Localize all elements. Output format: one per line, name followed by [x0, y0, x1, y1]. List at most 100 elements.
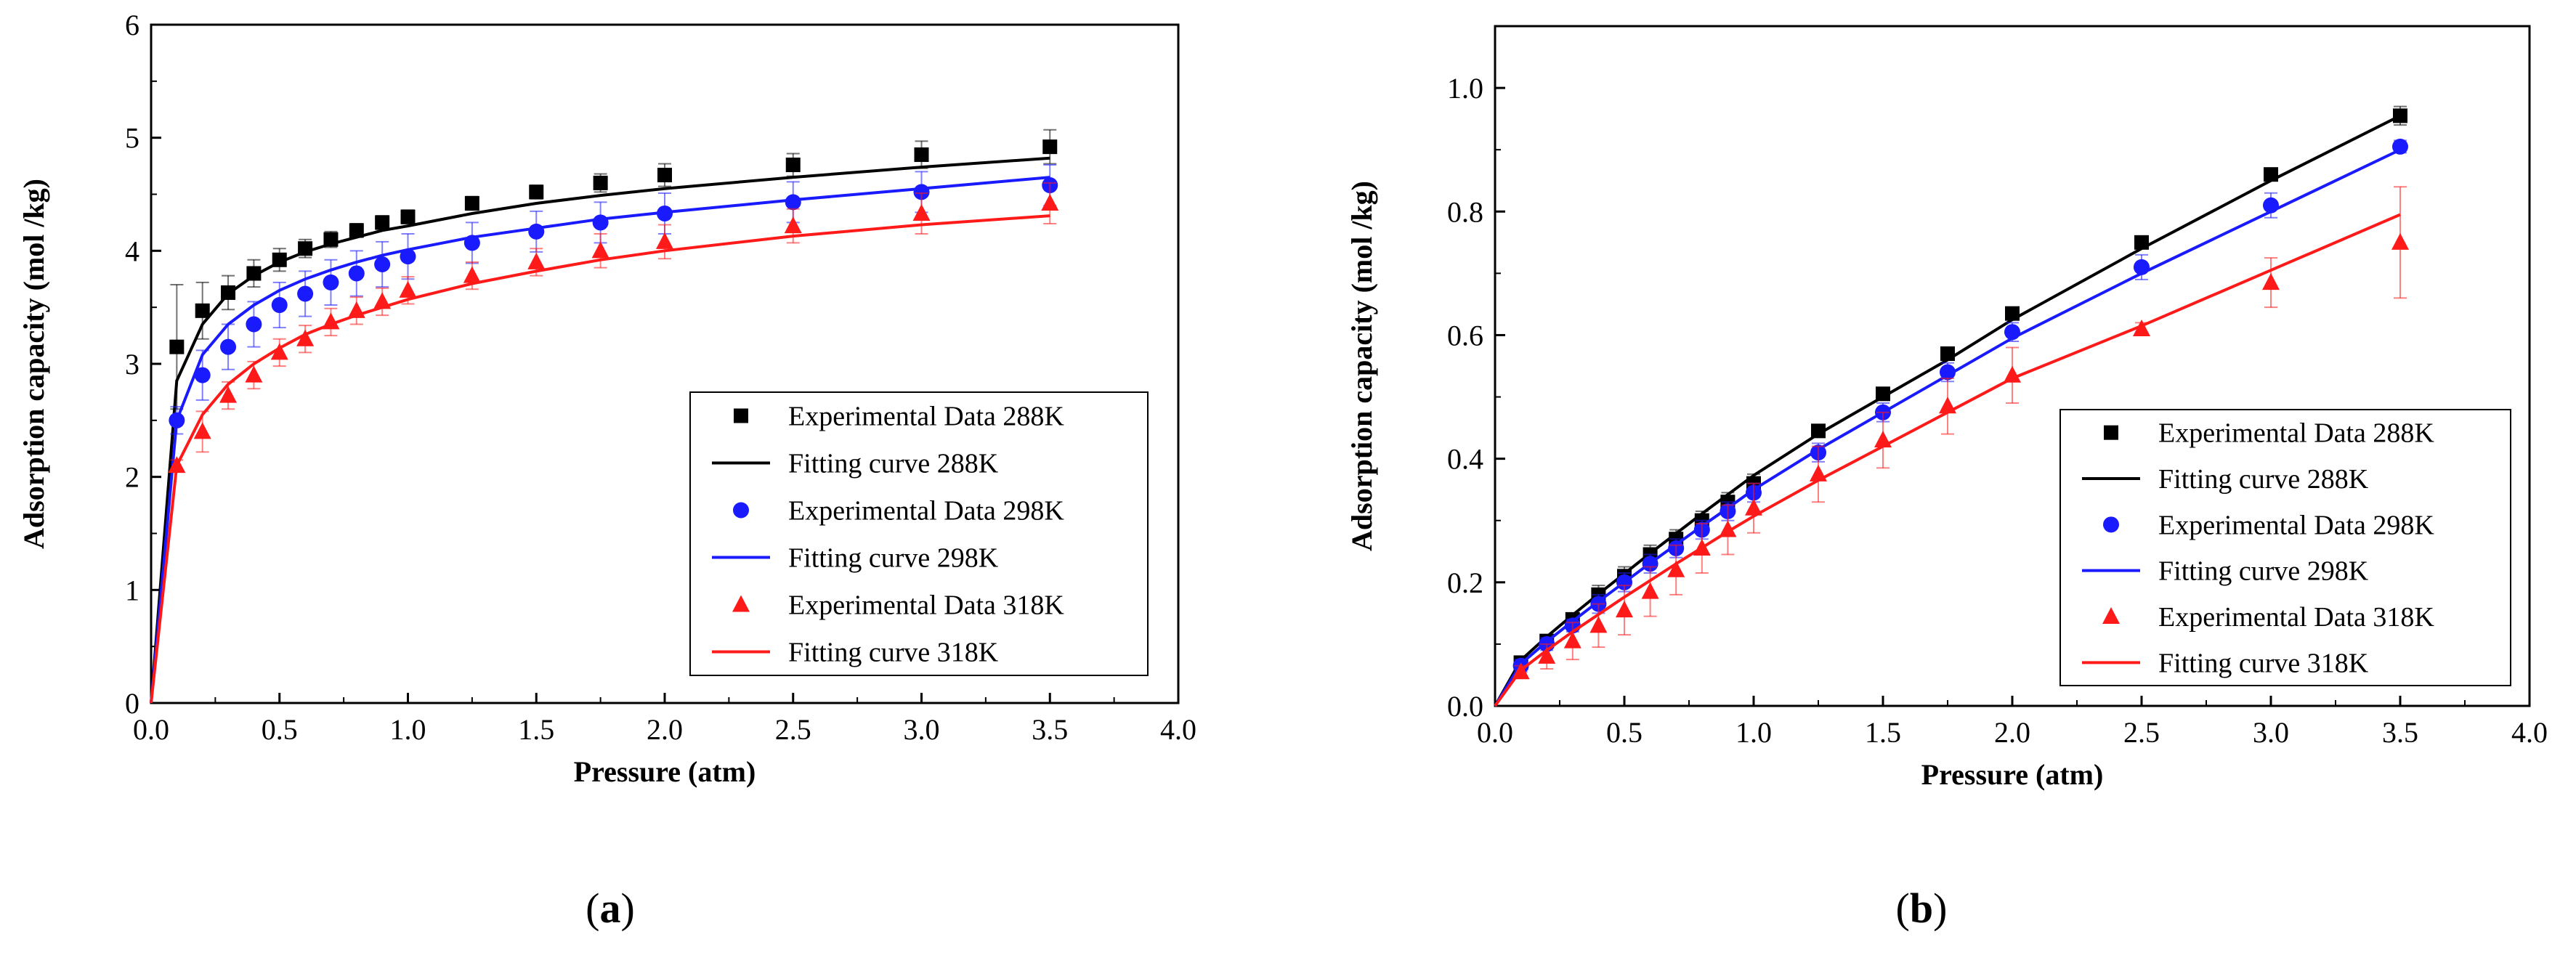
- data-point: [245, 365, 263, 383]
- data-point: [323, 274, 339, 290]
- x-tick-label: 0.0: [133, 713, 169, 746]
- data-point: [220, 338, 237, 355]
- legend-box: [2059, 409, 2511, 686]
- data-point: [219, 386, 238, 403]
- data-point: [914, 147, 929, 163]
- x-tick-label: 3.0: [904, 713, 940, 746]
- data-point: [270, 343, 288, 360]
- panel-caption: (a): [586, 885, 635, 932]
- data-point: [1589, 616, 1608, 633]
- data-point: [349, 223, 364, 238]
- legend-marker: [732, 595, 750, 612]
- legend-label: Fitting curve 288K: [788, 449, 999, 479]
- y-tick-label: 1.0: [1447, 72, 1483, 105]
- y-tick-label: 0.6: [1447, 319, 1483, 351]
- data-point: [1745, 498, 1762, 516]
- data-point: [400, 209, 416, 224]
- data-point: [246, 316, 262, 333]
- y-tick-label: 0: [125, 687, 139, 720]
- x-tick-label: 2.0: [647, 713, 683, 746]
- y-tick-label: 2: [125, 461, 139, 494]
- legend-marker: [2103, 516, 2119, 533]
- series-line-3: [1494, 148, 2401, 707]
- data-point: [2393, 108, 2407, 123]
- legend-label: Experimental Data 288K: [788, 402, 1064, 432]
- x-tick-label: 1.5: [1865, 716, 1901, 749]
- chart-panel-b: 0.0 0.5 1.0 1.5 2.0 2.5 3.0 3.5 4.0 0.0 0.2 0.4 0.6 0…: [1345, 25, 2548, 932]
- legend-marker: [2104, 425, 2118, 440]
- x-tick-label: 1.0: [390, 713, 426, 746]
- data-point: [591, 241, 609, 259]
- y-tick-label: 6: [125, 9, 139, 41]
- y-tick-label: 0.0: [1447, 690, 1483, 723]
- data-point: [296, 329, 315, 346]
- data-point: [463, 266, 481, 283]
- data-point: [2133, 319, 2150, 336]
- x-tick-label: 0.5: [262, 713, 298, 746]
- data-point: [1641, 582, 1659, 599]
- legend-label: Experimental Data 298K: [788, 496, 1064, 527]
- data-point: [912, 203, 931, 221]
- y-tick-label: 1: [125, 574, 139, 606]
- data-point: [1667, 560, 1685, 577]
- data-point: [785, 158, 801, 173]
- series-line-5: [1494, 213, 2401, 707]
- data-point: [529, 184, 544, 200]
- y-tick-label: 0.4: [1447, 443, 1483, 476]
- x-tick-label: 2.5: [2123, 716, 2160, 749]
- y-tick-label: 3: [125, 348, 139, 381]
- data-point: [592, 214, 609, 231]
- data-point: [193, 422, 211, 439]
- legend-marker: [2102, 607, 2120, 624]
- data-point: [464, 195, 479, 211]
- x-tick-label: 3.5: [2382, 716, 2418, 749]
- data-point: [593, 175, 608, 190]
- data-point: [169, 339, 185, 354]
- x-axis-title: Pressure (atm): [574, 755, 756, 788]
- data-point: [656, 232, 673, 249]
- legend-label: Fitting curve 288K: [2158, 464, 2369, 495]
- legend-box: [689, 391, 1149, 676]
- y-tick-label: 4: [125, 235, 139, 267]
- data-point: [2004, 365, 2021, 383]
- x-tick-label: 1.5: [518, 713, 554, 746]
- legend-label: Experimental Data 318K: [788, 590, 1064, 621]
- data-point: [2391, 232, 2409, 250]
- data-point: [2262, 273, 2280, 290]
- data-point: [1563, 631, 1581, 649]
- series-line-1: [150, 156, 1050, 704]
- x-axis-title: Pressure (atm): [1921, 758, 2104, 791]
- x-tick-label: 3.5: [1032, 713, 1068, 746]
- data-point: [1616, 601, 1633, 618]
- data-point: [1042, 139, 1058, 155]
- y-tick-label: 5: [125, 122, 139, 155]
- data-point: [1538, 646, 1556, 664]
- legend-label: Fitting curve 318K: [2158, 648, 2369, 678]
- data-point: [399, 280, 417, 298]
- chart-panel-a: 0.0 0.5 1.0 1.5 2.0 2.5 3.0 3.5 4.0 0 1 2 3 4 5 6 Pressu…: [17, 9, 1196, 932]
- data-point: [527, 252, 546, 269]
- legend-marker: [733, 502, 749, 519]
- legend-label: Experimental Data 318K: [2158, 602, 2434, 633]
- x-tick-label: 0.0: [1477, 716, 1513, 749]
- x-tick-label: 2.0: [1994, 716, 2030, 749]
- data-point: [297, 285, 314, 302]
- legend-marker: [734, 408, 748, 423]
- x-tick-label: 4.0: [2511, 716, 2548, 749]
- series-line-3: [150, 176, 1050, 704]
- x-tick-label: 2.5: [775, 713, 811, 746]
- legend-label: Fitting curve 318K: [788, 638, 999, 668]
- data-point: [194, 367, 211, 383]
- y-tick-label: 0.8: [1447, 195, 1483, 228]
- y-axis-title: Adsorption capacity (mol /kg): [1345, 181, 1378, 551]
- data-point: [348, 265, 365, 282]
- legend-label: Experimental Data 298K: [2158, 510, 2434, 540]
- series-line-5: [150, 214, 1050, 704]
- x-tick-label: 0.5: [1606, 716, 1643, 749]
- y-tick-label: 0.2: [1447, 566, 1483, 599]
- data-point: [784, 216, 802, 234]
- data-point: [271, 297, 288, 314]
- y-axis-title: Adsorption capacity (mol /kg): [17, 179, 50, 549]
- x-tick-label: 3.0: [2253, 716, 2289, 749]
